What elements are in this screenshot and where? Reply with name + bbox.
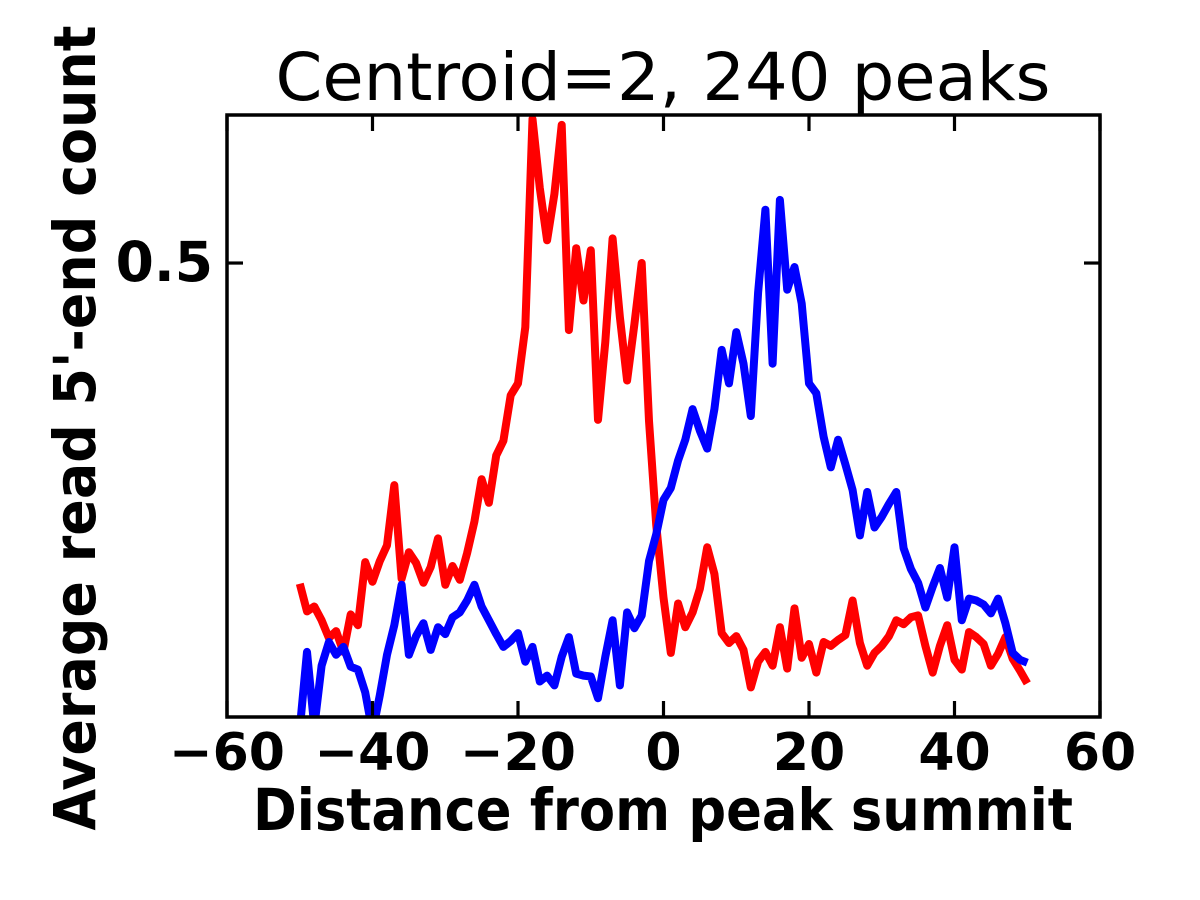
y-tick-label: 0.5 xyxy=(116,230,213,294)
ticks-layer: −60 −40 −20 0 20 40 60 0.5 xyxy=(116,115,1136,783)
x-tick-label: 40 xyxy=(918,723,990,783)
x-tick-label: 60 xyxy=(1064,723,1136,783)
blue-series-line xyxy=(296,195,1029,717)
x-axis-label: Distance from peak summit xyxy=(253,776,1073,844)
x-tick-label: 0 xyxy=(645,723,681,783)
x-tick-label: −20 xyxy=(460,723,576,783)
x-tick-label: 20 xyxy=(773,723,845,783)
red-series-line xyxy=(295,115,1031,692)
chart-title: Centroid=2, 240 peaks xyxy=(276,39,1051,116)
x-tick-label: −60 xyxy=(169,723,285,783)
y-axis-label: Average read 5'-end count xyxy=(41,26,109,831)
plot-border xyxy=(225,113,1102,719)
series-layer xyxy=(295,115,1031,717)
x-tick-label: −40 xyxy=(315,723,431,783)
